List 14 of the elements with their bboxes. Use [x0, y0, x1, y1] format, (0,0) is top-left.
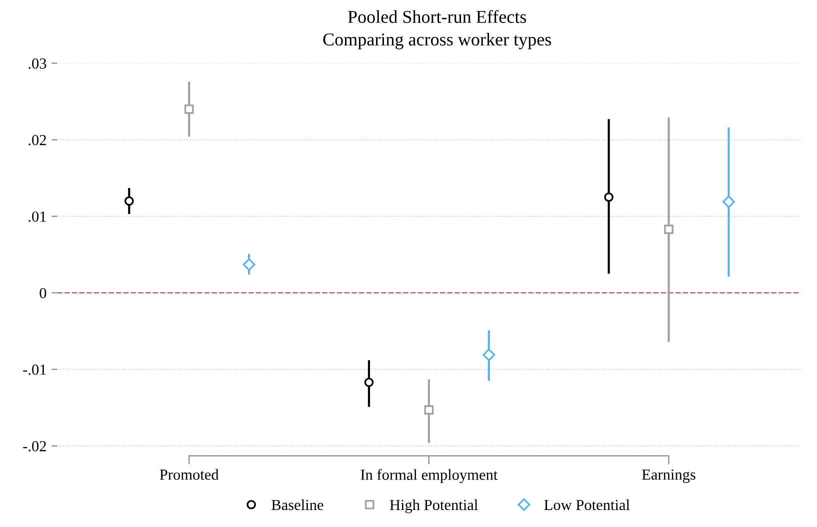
legend-label: Baseline	[272, 499, 324, 510]
x-tick-label: Promoted	[160, 469, 219, 480]
x-tick-label: In formal employment	[360, 469, 498, 484]
legend-label: Low Potential	[544, 499, 630, 510]
legend-label: High Potential	[390, 499, 478, 514]
y-tick-label: -.01	[23, 364, 46, 375]
y-tick-label: .03	[28, 58, 46, 69]
y-tick-label: .02	[28, 134, 46, 146]
y-tick-label: 0	[40, 288, 46, 298]
x-tick-label: Earnings	[642, 469, 696, 483]
chart-subtitle: Comparing across worker types	[323, 32, 552, 50]
y-tick-label: -.02	[23, 441, 46, 452]
y-tick-label: .01	[28, 211, 46, 222]
chart-title: Pooled Short-run Effects	[348, 10, 526, 23]
